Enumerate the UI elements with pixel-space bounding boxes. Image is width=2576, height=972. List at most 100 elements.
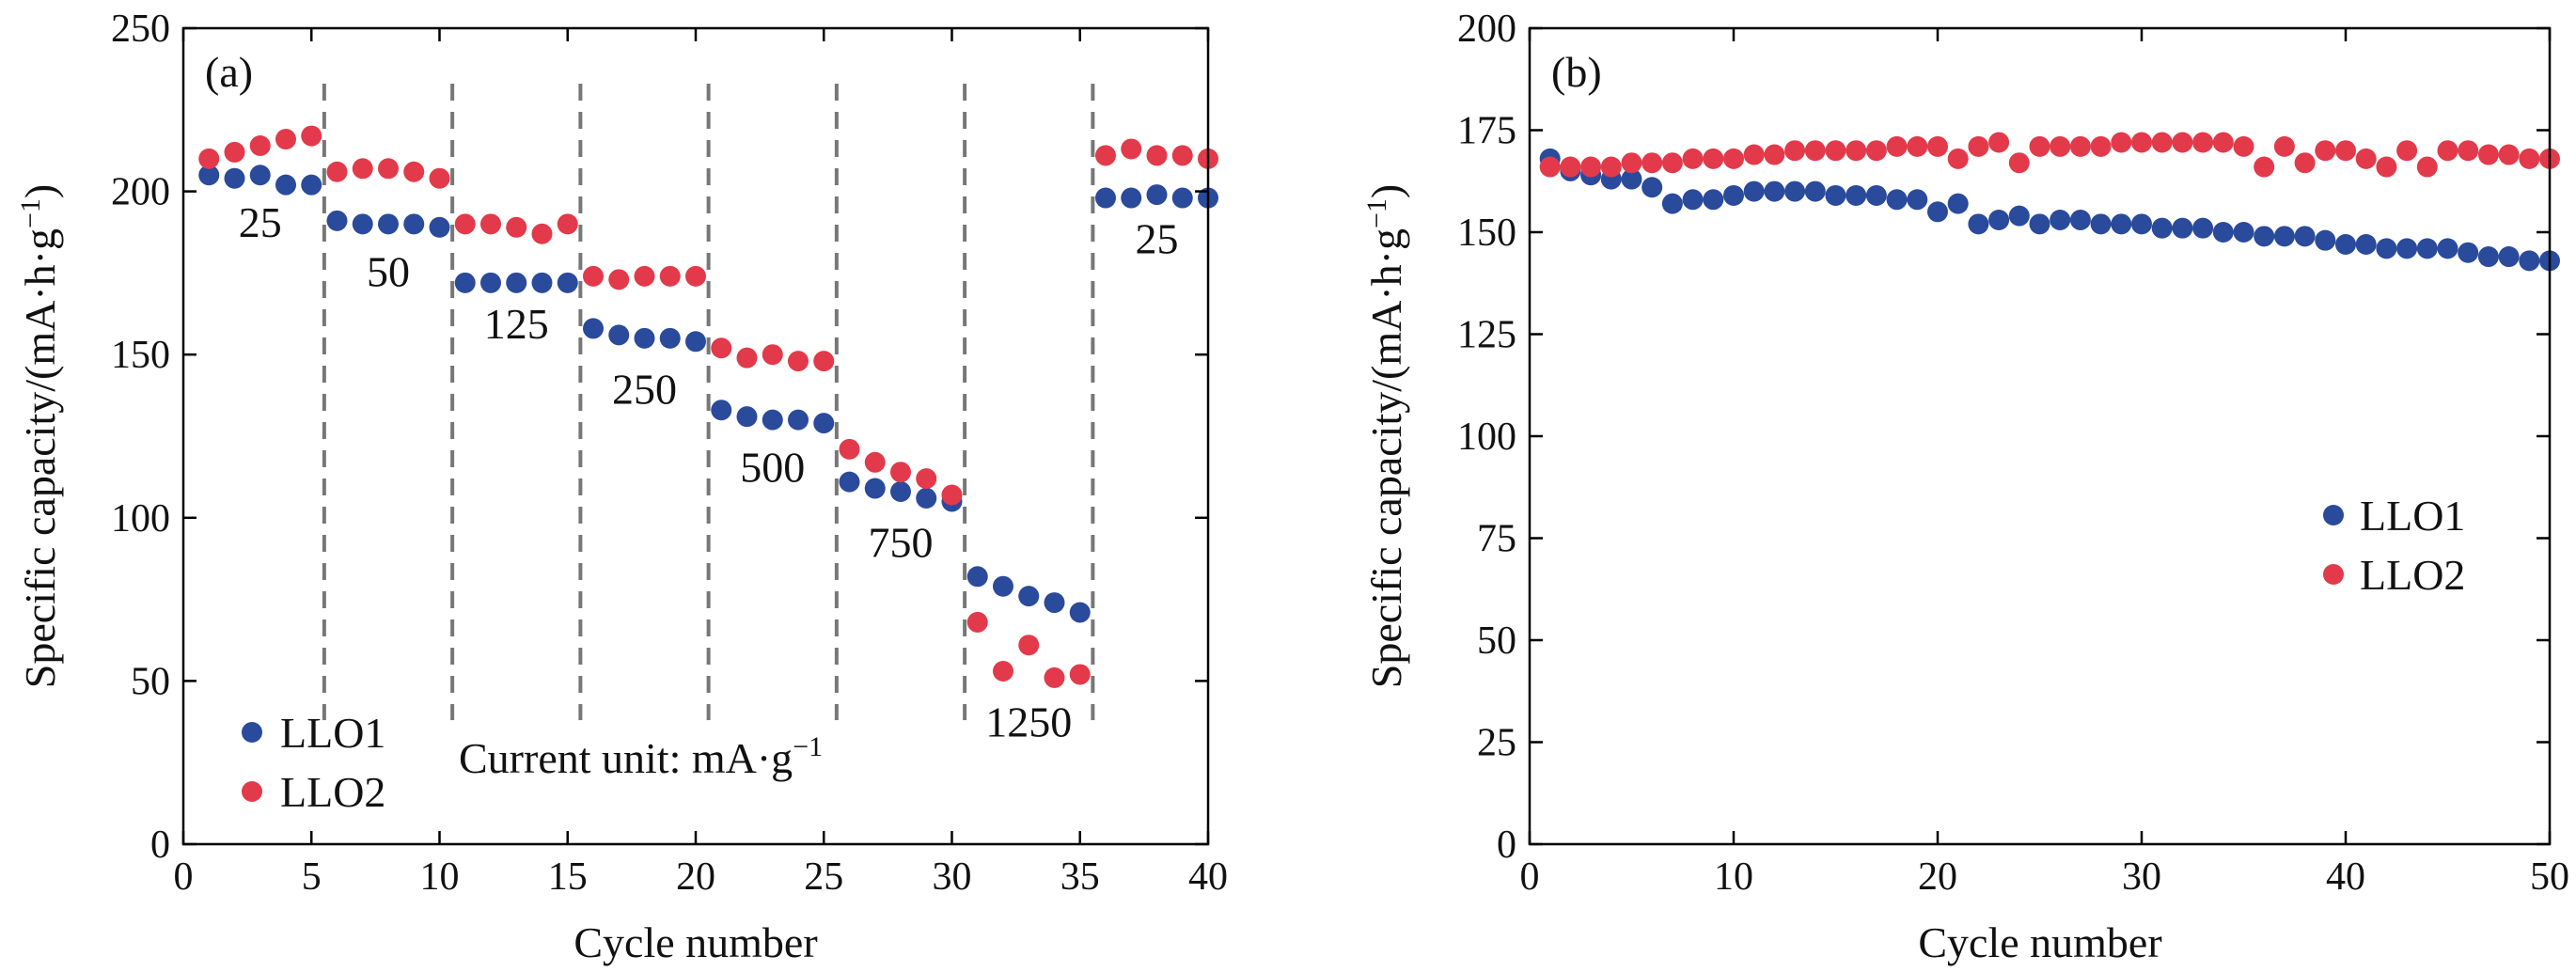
data-point-llo1 [2172, 217, 2193, 239]
data-point-llo1 [2151, 217, 2173, 239]
data-point-llo1 [2131, 213, 2152, 235]
data-point-llo1 [1641, 177, 1663, 198]
current-density-label: 125 [484, 300, 549, 348]
series-llo2 [1539, 132, 2560, 178]
data-point-llo1 [1018, 586, 1040, 607]
data-point-llo2 [1825, 140, 1846, 162]
data-point-llo1 [2335, 234, 2356, 256]
ylabel-superscript: −1 [15, 198, 46, 228]
data-point-llo1 [1095, 187, 1116, 209]
data-point-llo2 [1682, 148, 1704, 169]
data-point-llo1 [403, 213, 425, 235]
data-point-llo2 [1069, 664, 1091, 685]
data-point-llo1 [1146, 184, 1168, 206]
data-point-llo1 [2477, 246, 2499, 268]
data-point-llo2 [326, 161, 348, 182]
data-point-llo1 [2416, 238, 2438, 259]
x-tick-label: 30 [2122, 855, 2161, 899]
x-tick-label: 30 [933, 855, 972, 899]
data-point-llo2 [2008, 152, 2030, 174]
data-point-llo2 [608, 269, 630, 290]
legend-label-llo2: LLO2 [280, 768, 385, 816]
data-point-llo1 [1682, 189, 1704, 211]
panel-a-x-axis-title: Cycle number [573, 918, 817, 966]
data-point-llo1 [2233, 222, 2254, 243]
data-point-llo2 [941, 484, 963, 506]
current-density-label: 25 [1136, 215, 1179, 263]
data-point-llo2 [2151, 132, 2173, 153]
data-point-llo1 [813, 413, 835, 434]
data-point-llo1 [916, 487, 937, 509]
data-point-llo2 [1146, 145, 1168, 166]
data-point-llo2 [2050, 135, 2071, 157]
data-point-llo1 [839, 471, 860, 493]
panel-a-current-dividers [322, 84, 1095, 721]
panel-a-y-axis-title: Specific capacity/(mA·h·g−1) [15, 184, 64, 688]
panel-b-y-ticks: 0 25 50 75 100 125 150 175 200 [1457, 8, 2550, 867]
data-point-llo2 [2498, 144, 2520, 165]
data-point-llo2 [1121, 138, 1142, 160]
note-main: Current unit: mA·g [459, 734, 793, 782]
current-density-label: 50 [367, 247, 410, 295]
data-point-llo2 [890, 462, 911, 483]
y-tick-label: 100 [111, 497, 170, 541]
data-point-llo2 [1865, 140, 1887, 162]
legend-marker-llo2 [2323, 564, 2344, 585]
data-point-llo1 [966, 566, 988, 588]
data-point-llo1 [711, 400, 732, 421]
data-point-llo2 [2335, 140, 2356, 162]
data-point-llo2 [993, 660, 1013, 682]
legend-marker-llo1 [2323, 505, 2344, 525]
x-tick-label: 0 [174, 855, 194, 899]
data-point-llo1 [2111, 213, 2132, 235]
data-point-llo2 [2477, 144, 2499, 165]
data-point-llo2 [531, 223, 553, 244]
y-tick-label: 25 [1477, 722, 1516, 765]
data-point-llo1 [2008, 205, 2030, 227]
x-tick-label: 40 [1188, 855, 1228, 899]
data-point-llo2 [1907, 135, 1928, 157]
x-tick-label: 50 [2530, 855, 2569, 899]
x-tick-label: 35 [1060, 855, 1100, 899]
data-point-llo1 [659, 327, 681, 349]
data-point-llo2 [2233, 135, 2254, 157]
current-density-label: 1250 [985, 698, 1072, 745]
data-point-llo2 [762, 344, 783, 366]
data-point-llo1 [864, 478, 886, 499]
data-point-llo1 [1927, 201, 1948, 223]
ylabel-main: Specific capacity/(mA·h·g [16, 228, 64, 688]
x-tick-label: 40 [2326, 855, 2365, 899]
data-point-llo2 [1784, 140, 1806, 162]
panel-a-current-density-labels: 25 50 125 250 500 750 1250 25 [239, 198, 1179, 745]
data-point-llo2 [224, 141, 245, 163]
data-point-llo1 [1784, 180, 1806, 202]
data-point-llo1 [2294, 226, 2316, 247]
data-point-llo2 [916, 468, 937, 490]
data-point-llo1 [2355, 234, 2377, 256]
current-density-label: 250 [612, 365, 677, 413]
data-point-llo1 [2069, 209, 2091, 230]
data-point-llo1 [1703, 189, 1724, 211]
data-point-llo1 [480, 272, 501, 293]
data-point-llo2 [1846, 140, 1867, 162]
data-point-llo2 [1703, 148, 1724, 169]
data-point-llo2 [1743, 144, 1765, 165]
data-point-llo2 [788, 351, 809, 372]
data-point-llo1 [1621, 168, 1642, 190]
data-point-llo1 [1907, 189, 1928, 211]
data-point-llo2 [378, 158, 399, 180]
x-tick-label: 20 [676, 855, 715, 899]
data-point-llo2 [2212, 132, 2234, 153]
data-point-llo1 [736, 406, 758, 428]
data-point-llo2 [1539, 156, 1561, 178]
data-point-llo1 [198, 165, 220, 186]
x-tick-label: 5 [302, 855, 322, 899]
panel-b-label: (b) [1551, 48, 1602, 96]
ylabel-main: Specific capacity/(mA·h·g [1362, 228, 1410, 688]
data-point-llo1 [2519, 250, 2540, 272]
data-point-llo2 [2069, 135, 2091, 157]
data-point-llo1 [1968, 213, 1989, 235]
data-point-llo1 [1661, 193, 1683, 214]
data-point-llo1 [1743, 180, 1765, 202]
data-point-llo1 [326, 210, 348, 231]
